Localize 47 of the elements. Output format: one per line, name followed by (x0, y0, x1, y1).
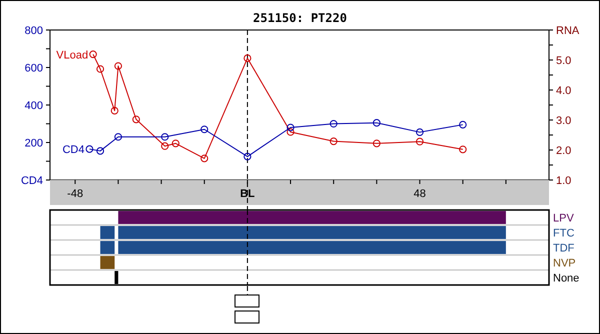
series-label: CD4 (62, 144, 84, 156)
y-tick-label: 600 (24, 62, 43, 74)
point (244, 152, 252, 160)
x-tick-label: BL (240, 188, 256, 200)
y-tick-label: TDF (553, 242, 575, 254)
point (132, 116, 140, 124)
y2-tick-label: 2.0 (556, 145, 572, 157)
y2-tick-label: 3.0 (556, 115, 572, 127)
point (372, 140, 380, 148)
point (200, 126, 208, 134)
y2-tick-label: 5.0 (556, 55, 572, 67)
y-tick-label: LPV (553, 212, 574, 224)
x-tick-label: 48 (414, 188, 426, 200)
point (110, 106, 118, 114)
chart-title: 251150: PT220 (253, 11, 347, 25)
point (286, 124, 294, 132)
point (372, 119, 380, 127)
point (89, 50, 97, 58)
point (330, 120, 338, 128)
point (459, 146, 467, 154)
point (416, 128, 424, 136)
point (96, 65, 104, 73)
point (161, 133, 169, 141)
y-tick-label: FTC (553, 228, 574, 240)
point (330, 138, 338, 146)
point (200, 154, 208, 162)
point (244, 54, 252, 62)
point (416, 138, 424, 146)
point (161, 142, 169, 150)
point (114, 62, 122, 70)
point (86, 145, 94, 153)
x-tick-label: -48 (67, 188, 84, 200)
point (96, 147, 104, 155)
point (286, 128, 294, 136)
y-tick-label: 200 (24, 138, 43, 150)
y-tick-label: 800 (24, 25, 43, 37)
y-tick-label: NVP (553, 258, 576, 270)
y-tick-label: 400 (24, 100, 43, 112)
point (172, 140, 180, 148)
y2-tick-label: 1.0 (556, 175, 572, 187)
point (459, 120, 467, 128)
y2-tick-label: RNA (556, 25, 580, 37)
y2-tick-label: 4.0 (556, 85, 572, 97)
series-label: VLoad (56, 49, 88, 62)
y-tick-label: None (553, 272, 580, 284)
y-tick-label: CD4 (20, 175, 43, 187)
point (114, 133, 122, 141)
